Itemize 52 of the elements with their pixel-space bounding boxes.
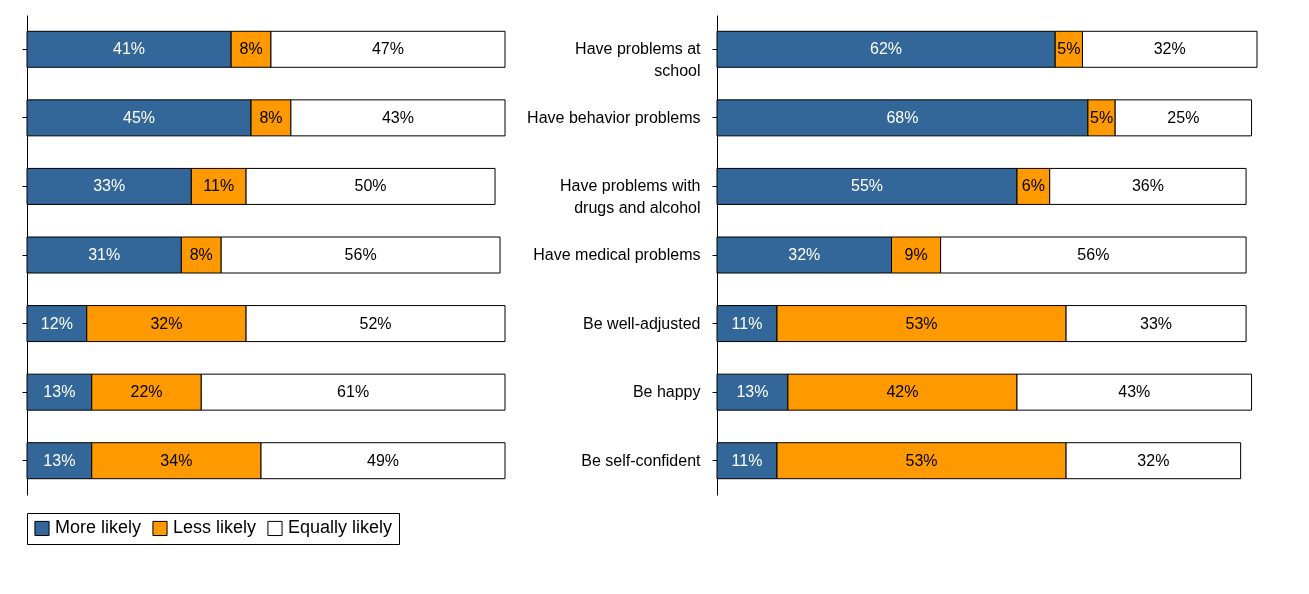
data-label: 13% [43, 451, 76, 469]
y-tick-label: Have behavior problems [527, 108, 701, 126]
data-label: 22% [130, 383, 163, 401]
data-label: 12% [40, 314, 73, 332]
data-label: 68% [886, 108, 919, 126]
legend-label: Equally likely [288, 517, 393, 538]
data-label: 6% [1021, 177, 1045, 195]
data-label: 32% [788, 246, 821, 263]
data-label: 13% [736, 383, 769, 401]
data-label: 13% [43, 383, 76, 401]
data-label: 11% [203, 177, 235, 195]
data-label: 55% [850, 177, 884, 195]
data-label: 8% [239, 40, 263, 58]
data-label: 41% [113, 40, 146, 58]
data-label: 5% [1057, 40, 1081, 58]
data-label: 34% [160, 451, 193, 469]
data-label: 11% [731, 314, 763, 332]
y-tick-label: Have medical problems [533, 246, 701, 263]
y-tick-label: Have problems at school [575, 40, 702, 80]
data-label: 43% [1118, 383, 1151, 401]
data-label: 5% [1089, 108, 1114, 126]
data-label: 45% [123, 108, 156, 126]
data-label: 49% [366, 451, 400, 469]
data-label: 61% [337, 383, 370, 401]
data-label: 50% [354, 177, 387, 195]
legend-label: More likely [55, 517, 142, 538]
data-label: 25% [1167, 108, 1200, 126]
y-tick-label: Have problems with drugs and alcohol [560, 177, 701, 217]
data-label: 53% [905, 314, 938, 332]
data-label: 56% [344, 246, 377, 263]
data-label: 11% [731, 451, 763, 469]
y-tick-label: Be happy [632, 383, 701, 401]
y-tick-label: Be self-confident [581, 451, 702, 469]
data-label: 62% [870, 40, 903, 58]
data-label: 56% [1077, 246, 1110, 263]
legend-label: Less likely [173, 517, 257, 538]
data-label: 33% [1140, 314, 1173, 332]
data-label: 42% [886, 383, 919, 401]
data-label: 36% [1131, 177, 1164, 195]
data-label: 8% [259, 108, 283, 126]
data-label: 32% [150, 314, 183, 332]
data-label: 52% [359, 314, 392, 332]
data-label: 43% [381, 108, 414, 126]
data-label: 32% [1153, 40, 1186, 58]
data-label: 47% [371, 40, 405, 58]
data-label: 8% [189, 246, 213, 263]
data-label: 33% [93, 177, 126, 195]
data-label: 31% [88, 246, 121, 263]
data-label: 53% [905, 451, 938, 469]
y-tick-label: Be well-adjusted [583, 314, 701, 332]
data-label: 32% [1137, 451, 1170, 469]
data-label: 9% [904, 246, 928, 263]
